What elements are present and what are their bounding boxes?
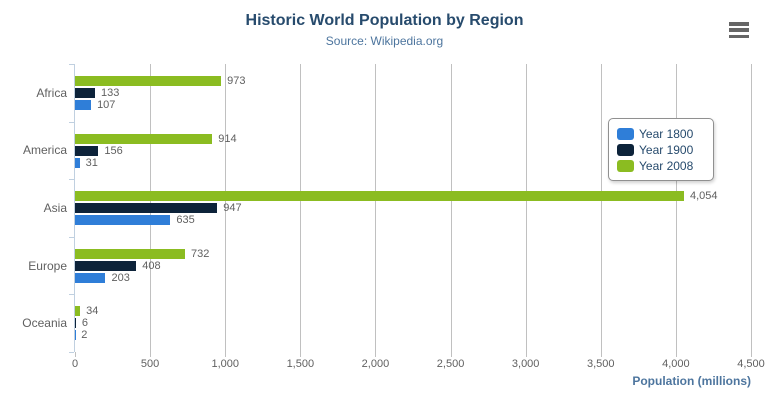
export-menu-button[interactable]: [729, 21, 751, 39]
bar-america-year-2008[interactable]: [75, 133, 213, 144]
legend: Year 1800 Year 1900 Year 2008: [608, 118, 714, 181]
legend-label: Year 1800: [639, 126, 694, 141]
legend-swatch-icon: [617, 159, 634, 172]
gridline: [300, 64, 302, 352]
category-label-africa: Africa: [36, 85, 67, 100]
bar-value-label: 4,054: [690, 190, 718, 203]
gridline: [675, 64, 677, 352]
bar-asia-year-1900[interactable]: [75, 203, 218, 214]
bar-value-label: 31: [85, 156, 98, 169]
bar-asia-year-2008[interactable]: [75, 191, 684, 202]
gridline: [751, 64, 752, 352]
bar-value-label: 34: [86, 305, 99, 318]
bar-africa-year-1900[interactable]: [75, 88, 95, 98]
x-axis-tick: [751, 352, 752, 357]
category-axis-tick: [69, 236, 74, 238]
x-axis-tick: [225, 352, 227, 357]
bar-oceania-year-1800[interactable]: [75, 330, 76, 341]
category-label-america: America: [22, 143, 67, 158]
legend-item-year-1800[interactable]: Year 1800: [617, 126, 705, 141]
x-axis-tick-label: 2,000: [361, 358, 390, 370]
bar-africa-year-2008[interactable]: [75, 76, 222, 86]
x-axis-tick-label: 1,000: [211, 358, 239, 370]
category-axis-tick: [69, 352, 74, 353]
bar-value-label: 133: [100, 87, 120, 99]
gridline: [375, 64, 377, 352]
category-label-europe: Europe: [28, 258, 67, 273]
x-axis-tick-label: 2,500: [436, 358, 465, 370]
bar-value-label: 973: [227, 75, 246, 87]
legend-label: Year 2008: [639, 158, 694, 173]
bar-oceania-year-1900[interactable]: [75, 318, 76, 329]
gridline: [525, 64, 527, 352]
category-axis-line: [74, 64, 75, 352]
bar-value-label: 947: [223, 202, 242, 215]
x-axis-tick: [375, 352, 377, 357]
x-axis-tick-label: 0: [71, 358, 79, 370]
x-axis-tick: [450, 352, 452, 357]
hamburger-menu-icon: [729, 22, 749, 26]
bar-america-year-1800[interactable]: [75, 157, 80, 168]
x-axis-tick: [675, 352, 677, 357]
bar-value-label: 6: [81, 317, 89, 330]
bar-oceania-year-2008[interactable]: [75, 306, 81, 317]
x-axis-tick-label: 1,500: [286, 358, 315, 370]
category-label-asia: Asia: [43, 201, 67, 215]
gridline: [450, 64, 452, 352]
bar-europe-year-1900[interactable]: [75, 260, 137, 271]
x-axis-tick: [525, 352, 527, 357]
value-axis-title: Population (millions): [632, 374, 751, 388]
bar-value-label: 914: [218, 132, 237, 145]
legend-label: Year 1900: [639, 142, 694, 157]
bar-value-label: 635: [176, 214, 195, 227]
category-label-oceania: Oceania: [22, 316, 67, 331]
gridline: [600, 64, 602, 352]
x-axis-tick: [600, 352, 602, 357]
category-axis-tick: [69, 294, 74, 296]
bar-value-label: 156: [104, 144, 123, 157]
x-axis-tick-label: 4,500: [737, 358, 765, 370]
x-axis-tick: [300, 352, 302, 357]
chart-title: Historic World Population by Region: [245, 12, 524, 29]
bar-europe-year-2008[interactable]: [75, 248, 185, 259]
x-axis-tick: [75, 352, 76, 357]
x-axis-tick-label: 3,000: [511, 358, 540, 370]
x-axis-tick-label: 3,500: [587, 358, 615, 370]
bar-value-label: 732: [190, 247, 210, 260]
category-axis-tick: [69, 179, 74, 181]
gridline: [225, 64, 227, 352]
bar-value-label: 408: [142, 259, 161, 272]
bar-value-label: 107: [97, 99, 116, 111]
bar-europe-year-1800[interactable]: [75, 272, 106, 283]
bar-america-year-1900[interactable]: [75, 145, 99, 156]
category-axis-tick: [69, 121, 74, 123]
chart-subtitle: Source: Wikipedia.org: [325, 34, 444, 48]
bar-africa-year-1800[interactable]: [75, 100, 92, 110]
bar-asia-year-1800[interactable]: [75, 215, 171, 226]
legend-item-year-2008[interactable]: Year 2008: [617, 158, 705, 173]
legend-swatch-icon: [617, 127, 634, 140]
x-axis-tick-label: 500: [140, 358, 160, 370]
legend-swatch-icon: [617, 143, 634, 156]
category-axis-tick: [69, 64, 74, 65]
x-axis-tick: [150, 352, 152, 357]
x-axis-tick-label: 4,000: [662, 358, 690, 370]
bar-value-label: 2: [81, 329, 88, 342]
legend-item-year-1900[interactable]: Year 1900: [617, 142, 705, 157]
bar-value-label: 203: [111, 271, 130, 284]
